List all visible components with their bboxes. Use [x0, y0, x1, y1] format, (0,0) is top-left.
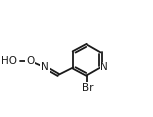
Text: HO: HO	[1, 56, 17, 66]
Text: Br: Br	[82, 83, 93, 93]
Text: N: N	[41, 62, 49, 72]
Text: N: N	[101, 62, 108, 72]
Text: O: O	[26, 56, 34, 66]
